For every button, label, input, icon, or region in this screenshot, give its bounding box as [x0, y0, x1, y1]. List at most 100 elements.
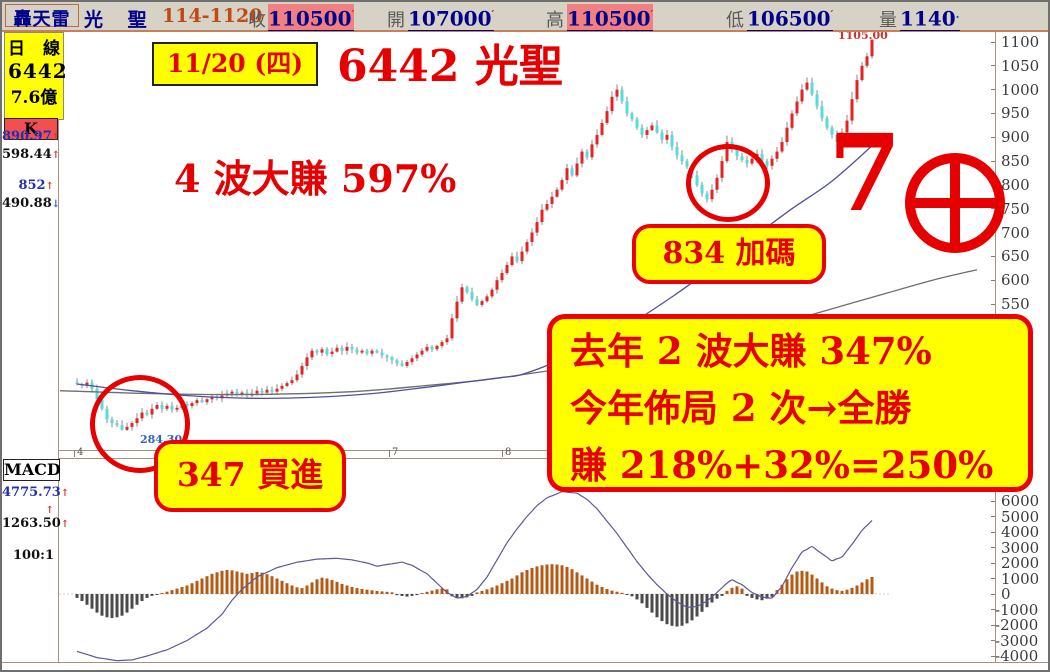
- price-tick-label: 700: [1001, 223, 1030, 242]
- session-code: 114-1120: [162, 5, 263, 27]
- period-stock-box[interactable]: 日 線 6442 7.6億: [4, 32, 67, 120]
- open-value: 107000′: [408, 4, 495, 31]
- macd-tick-mark: [991, 500, 995, 502]
- macd-tick-mark: [991, 531, 995, 533]
- open-tick-icon: ′: [491, 8, 495, 21]
- macd-chart[interactable]: [59, 457, 995, 662]
- date-badge: 11/20 (四): [152, 42, 318, 86]
- macd-tick-mark: [991, 624, 995, 626]
- price-tick-mark: [991, 279, 995, 281]
- indicator-value: 1263.50↑: [2, 516, 69, 531]
- period-label: 日 線: [8, 39, 60, 59]
- indicator-value: 598.44↑: [2, 147, 60, 162]
- macd-tick-label: 0: [1001, 585, 1011, 603]
- price-tick-label: 550: [1001, 295, 1030, 313]
- volume-label: 量: [879, 10, 897, 31]
- month-tick-label: 7: [392, 447, 399, 458]
- low-tick-icon: ′: [830, 8, 834, 21]
- macd-tick-label: 4000: [1001, 523, 1040, 541]
- macd-dif-line: [76, 491, 873, 662]
- price-tick-label: 600: [1001, 271, 1030, 290]
- low-label: 低: [726, 10, 744, 31]
- macd-tick-mark: [991, 562, 995, 564]
- macd-tick-mark: [991, 547, 995, 548]
- up-arrow-icon: ↑: [51, 132, 61, 143]
- indicator-value-text: 100:1: [13, 548, 54, 563]
- macd-tick-mark: [991, 593, 995, 595]
- macd-tick-label: -1000: [995, 600, 1039, 619]
- circle-plus-icon: [905, 153, 1005, 253]
- summary-callout: 去年 2 波大賺 347% 今年佈局 2 次→全勝 賺 218%+32%=250…: [547, 314, 1033, 492]
- price-tick-label: 800: [1001, 175, 1030, 194]
- macd-tick-label: -4000: [995, 647, 1039, 665]
- price-tick-mark: [991, 160, 995, 162]
- indicator-value: 890.97↑: [2, 129, 60, 144]
- indicator-value: 852↑: [2, 178, 54, 193]
- quote-bar: 轟天雷 光 聖 114-1120 收 110500′ 開 107000′ 高 1…: [2, 2, 1048, 32]
- macd-tick-label: 6000: [1001, 492, 1040, 510]
- add-circle-annotation: [686, 144, 770, 222]
- high-tick-icon: ′: [650, 8, 654, 21]
- buy-circle-annotation: [90, 375, 190, 473]
- macd-tick-label: 2000: [1001, 554, 1040, 572]
- brand-logo[interactable]: 轟天雷: [5, 4, 79, 30]
- indicator-value-text: 490.88: [2, 196, 52, 211]
- indicator-arrow: ↑: [2, 502, 54, 517]
- indicator-value-text: 1263.50: [2, 516, 61, 531]
- sidebar-divider: [58, 31, 59, 662]
- macd-tick-label: 5000: [1001, 507, 1040, 526]
- month-axis-band[interactable]: [59, 450, 995, 459]
- macd-tick-mark: [991, 578, 995, 579]
- month-tick-mark: [502, 450, 503, 457]
- summary-line-1: 去年 2 波大賺 347%: [570, 329, 932, 373]
- up-arrow-icon: ↑: [51, 150, 61, 161]
- indicator-value: 4775.73↑: [2, 485, 69, 500]
- month-tick-label: 4: [77, 447, 84, 458]
- high-label: 高: [546, 10, 564, 31]
- up-arrow-icon: ↑: [60, 519, 70, 530]
- wave-gain-text: 4 波大賺 597%: [174, 156, 457, 201]
- price-tick-label: 1000: [1001, 80, 1040, 99]
- price-tick-label: 900: [1001, 128, 1030, 147]
- macd-tick-mark: [991, 516, 995, 517]
- price-tick-label: 750: [1001, 199, 1030, 218]
- turnover-value: 7.6億: [10, 88, 58, 108]
- price-tick-label: 950: [1001, 104, 1030, 123]
- low-value: 106500′: [747, 4, 834, 31]
- indicator-value-text: 852: [18, 178, 46, 193]
- high-price-label: 1105.00: [838, 29, 888, 42]
- add-position-callout: 834 加碼: [632, 224, 826, 284]
- price-tick-mark: [991, 255, 995, 257]
- indicator-value: 100:1: [2, 548, 54, 563]
- price-tick-label: 650: [1001, 247, 1030, 266]
- macd-tick-mark: [991, 655, 995, 657]
- chart-title: 6442 光聖: [337, 41, 563, 92]
- price-tick-label: 1050: [1001, 56, 1040, 75]
- month-tick-label: 8: [505, 447, 512, 458]
- volume-value: 1140.: [900, 4, 960, 31]
- summary-line-3: 賺 218%+32%=250%: [570, 443, 994, 487]
- macd-tick-mark: [991, 640, 995, 641]
- macd-tick-mark: [991, 609, 995, 610]
- open-label: 開: [387, 10, 405, 31]
- price-tick-mark: [991, 136, 995, 138]
- macd-bottom-border: [2, 662, 1048, 663]
- indicator-value: 490.88↓: [2, 196, 60, 211]
- stock-name: 光 聖: [84, 9, 156, 31]
- macd-indicator-tab[interactable]: MACD: [3, 459, 61, 481]
- macd-histogram: [75, 564, 874, 627]
- down-arrow-icon: ↓: [51, 199, 61, 210]
- up-arrow-icon: ↑: [60, 488, 70, 499]
- price-tick-mark: [991, 303, 995, 305]
- indicator-value-text: 890.97: [2, 129, 52, 144]
- k-indicator-tab[interactable]: K: [4, 118, 58, 140]
- indicator-value-text: 598.44: [2, 147, 52, 162]
- macd-tick-label: -3000: [995, 631, 1039, 650]
- macd-tick-label: -2000: [995, 616, 1039, 634]
- price-tick-label: 850: [1001, 152, 1030, 171]
- price-tick-mark: [991, 41, 995, 43]
- price-tick-label: 1100: [1001, 33, 1040, 51]
- month-tick-mark: [74, 450, 75, 457]
- close-tick-icon: ′: [351, 8, 355, 21]
